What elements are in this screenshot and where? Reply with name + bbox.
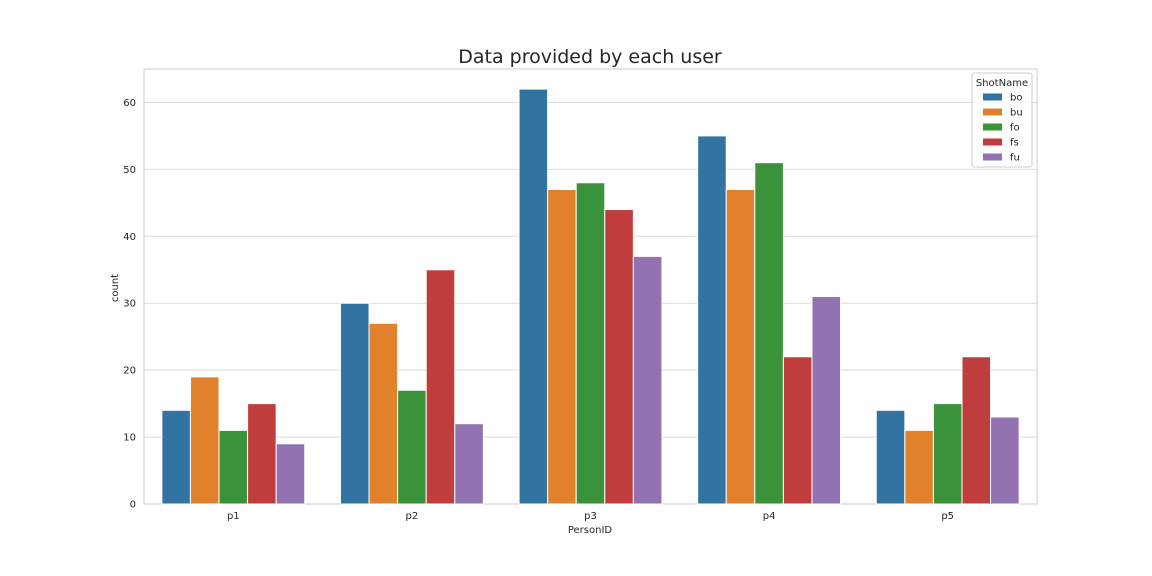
bars bbox=[161, 88, 1020, 505]
legend: ShotName bo bu fo fs fu bbox=[971, 72, 1033, 168]
x-axis-ticks: p1 p2 p3 p4 p5 bbox=[227, 511, 954, 522]
bar-fu-p5 bbox=[990, 416, 1020, 505]
bar-bu-p3 bbox=[547, 188, 577, 505]
y-tick-label: 50 bbox=[123, 165, 136, 176]
legend-label-bo: bo bbox=[1010, 93, 1022, 104]
bar-bu-p1 bbox=[189, 376, 220, 505]
bar-fs-p3 bbox=[604, 209, 634, 505]
bar-bo-p4 bbox=[697, 135, 727, 505]
legend-swatch-bo bbox=[983, 93, 1002, 101]
bar-fs-p5 bbox=[961, 356, 992, 505]
bar-fs-p1 bbox=[247, 403, 277, 505]
chart-title: Data provided by each user bbox=[458, 46, 722, 68]
bar-fo-p1 bbox=[218, 429, 249, 505]
bar-bo-p5 bbox=[875, 409, 906, 505]
legend-title: ShotName bbox=[976, 78, 1028, 89]
bar-fu-p4 bbox=[811, 296, 842, 505]
legend-label-fs: fs bbox=[1010, 138, 1019, 149]
y-tick-label: 30 bbox=[123, 299, 136, 310]
legend-label-fo: fo bbox=[1010, 123, 1020, 134]
bar-bo-p1 bbox=[161, 409, 191, 505]
bar-fu-p1 bbox=[275, 443, 306, 505]
y-tick-label: 20 bbox=[123, 366, 136, 377]
bar-bu-p2 bbox=[368, 322, 399, 505]
y-tick-label: 10 bbox=[123, 433, 136, 444]
legend-swatch-fu bbox=[983, 153, 1002, 161]
bar-bo-p3 bbox=[518, 88, 549, 505]
legend-label-fu: fu bbox=[1010, 153, 1020, 164]
bar-bu-p4 bbox=[725, 188, 756, 505]
legend-swatch-fo bbox=[983, 123, 1002, 131]
y-axis-ticks: 0 10 20 30 40 50 60 bbox=[123, 98, 136, 511]
x-tick-label: p5 bbox=[941, 511, 954, 522]
y-tick-label: 60 bbox=[123, 98, 136, 109]
bar-bu-p5 bbox=[904, 429, 934, 505]
y-axis-label: count bbox=[110, 274, 121, 302]
x-tick-label: p2 bbox=[406, 511, 419, 522]
legend-swatch-bu bbox=[983, 108, 1002, 116]
bar-bo-p2 bbox=[339, 302, 370, 505]
bar-fs-p4 bbox=[782, 356, 813, 505]
bar-fu-p2 bbox=[454, 423, 484, 505]
x-tick-label: p3 bbox=[584, 511, 597, 522]
x-tick-label: p4 bbox=[763, 511, 776, 522]
bar-fu-p3 bbox=[632, 255, 663, 505]
bar-fo-p4 bbox=[754, 162, 784, 505]
y-tick-label: 0 bbox=[130, 500, 136, 511]
x-tick-label: p1 bbox=[227, 511, 240, 522]
legend-swatch-fs bbox=[983, 138, 1002, 146]
bar-fo-p3 bbox=[575, 182, 606, 505]
bar-fo-p5 bbox=[932, 403, 963, 505]
bar-fs-p2 bbox=[425, 269, 456, 505]
legend-label-bu: bu bbox=[1010, 108, 1023, 119]
y-tick-label: 40 bbox=[123, 232, 136, 243]
x-axis-label: PersonID bbox=[568, 525, 613, 536]
bar-fo-p2 bbox=[397, 389, 427, 505]
